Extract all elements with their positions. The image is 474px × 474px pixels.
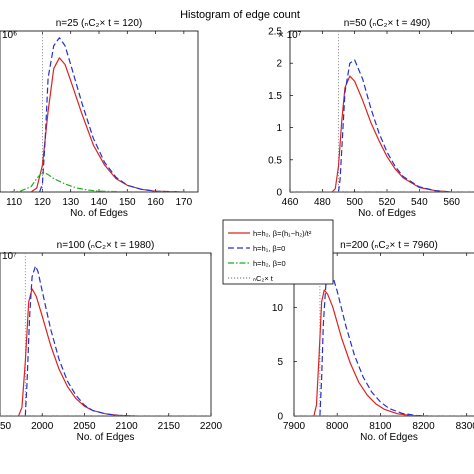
y-tick-label: 10 bbox=[272, 303, 284, 314]
x-tick-label: 120 bbox=[34, 197, 51, 208]
chart-panel-3: 1950 2000 2050 2100 2150 2200 10⁷ n=100 (ₙC₂× t… bbox=[0, 240, 223, 443]
x-axis-label: No. of Edges bbox=[77, 432, 135, 443]
chart-panel-1: 110 120 130 140 150 160 170 10⁶ n=25 (ₙC₂× t = 1… bbox=[0, 18, 199, 219]
legend-entry: h=h₂, β=0 bbox=[253, 259, 286, 268]
x-tick-label: 7900 bbox=[283, 421, 306, 432]
y-tick-label: 2 bbox=[276, 59, 282, 70]
legend: h=h₂, β=(h₁−h₂)/t² h=h₁, β=0 h=h₂, β=0 ₙC₂×… bbox=[222, 219, 334, 285]
y-exponent-label: 10⁷ bbox=[2, 251, 17, 262]
x-tick-label: 8000 bbox=[326, 421, 349, 432]
series-line bbox=[39, 37, 184, 192]
x-tick-label: 500 bbox=[346, 197, 363, 208]
y-tick-label: 1 bbox=[276, 123, 282, 134]
series-line bbox=[319, 271, 428, 416]
series-line bbox=[313, 289, 424, 416]
x-tick-label: 520 bbox=[379, 197, 396, 208]
series-line bbox=[337, 59, 452, 192]
series-line bbox=[8, 171, 184, 192]
subplot-title: n=50 (ₙC₂× t = 490) bbox=[344, 18, 431, 29]
x-axis-label: No. of Edges bbox=[70, 208, 128, 219]
x-tick-label: 480 bbox=[314, 197, 331, 208]
x-tick-label: 2000 bbox=[31, 421, 54, 432]
axes-box bbox=[289, 30, 474, 193]
y-exponent-label: 10⁶ bbox=[2, 30, 17, 41]
x-tick-label: 2150 bbox=[158, 421, 181, 432]
y-tick-label: 0.5 bbox=[268, 155, 282, 166]
subplot-title: n=100 (ₙC₂× t = 1980) bbox=[57, 240, 155, 251]
x-tick-label: 8200 bbox=[412, 421, 435, 432]
x-tick-label: 140 bbox=[91, 197, 108, 208]
figure-title: Histogram of edge count bbox=[180, 9, 300, 21]
y-tick-label: 1.5 bbox=[268, 91, 282, 102]
series-line bbox=[24, 265, 136, 416]
legend-entry: ₙC₂× t bbox=[253, 274, 274, 283]
legend-entry: h=h₂, β=(h₁−h₂)/t² bbox=[253, 229, 312, 238]
x-axis-label: No. of Edges bbox=[360, 432, 418, 443]
x-tick-label: 8100 bbox=[369, 421, 392, 432]
y-exponent-label: × 10⁷ bbox=[278, 30, 302, 41]
y-tick-label: 0 bbox=[277, 412, 283, 423]
x-axis-label: No. of Edges bbox=[358, 208, 416, 219]
x-tick-label: 2050 bbox=[73, 421, 96, 432]
x-tick-label: 150 bbox=[119, 197, 136, 208]
series-line bbox=[331, 75, 452, 192]
y-tick-label: 5 bbox=[277, 357, 283, 368]
x-tick-label: 170 bbox=[176, 197, 193, 208]
x-tick-label: 1950 bbox=[0, 421, 12, 432]
subplot-title: n=200 (ₙC₂× t = 7960) bbox=[340, 240, 438, 251]
legend-box bbox=[222, 219, 334, 285]
x-tick-label: 160 bbox=[147, 197, 164, 208]
x-tick-label: 110 bbox=[6, 197, 22, 208]
x-tick-label: 2100 bbox=[115, 421, 138, 432]
subplot-title: n=25 (ₙC₂× t = 120) bbox=[56, 18, 143, 29]
y-tick-label: 2.5 bbox=[268, 27, 282, 38]
chart-panel-2: 46048050052054056058000.511.522.5× 10⁷n=… bbox=[268, 18, 474, 219]
x-tick-label: 540 bbox=[411, 197, 428, 208]
y-tick-label: 0 bbox=[276, 188, 282, 199]
x-tick-label: 130 bbox=[62, 197, 79, 208]
axes-box bbox=[0, 30, 199, 193]
series-line bbox=[30, 57, 184, 192]
legend-entry: h=h₁, β=0 bbox=[253, 244, 285, 253]
x-tick-label: 560 bbox=[443, 197, 460, 208]
x-tick-label: 2200 bbox=[200, 421, 223, 432]
x-tick-label: 460 bbox=[282, 197, 299, 208]
